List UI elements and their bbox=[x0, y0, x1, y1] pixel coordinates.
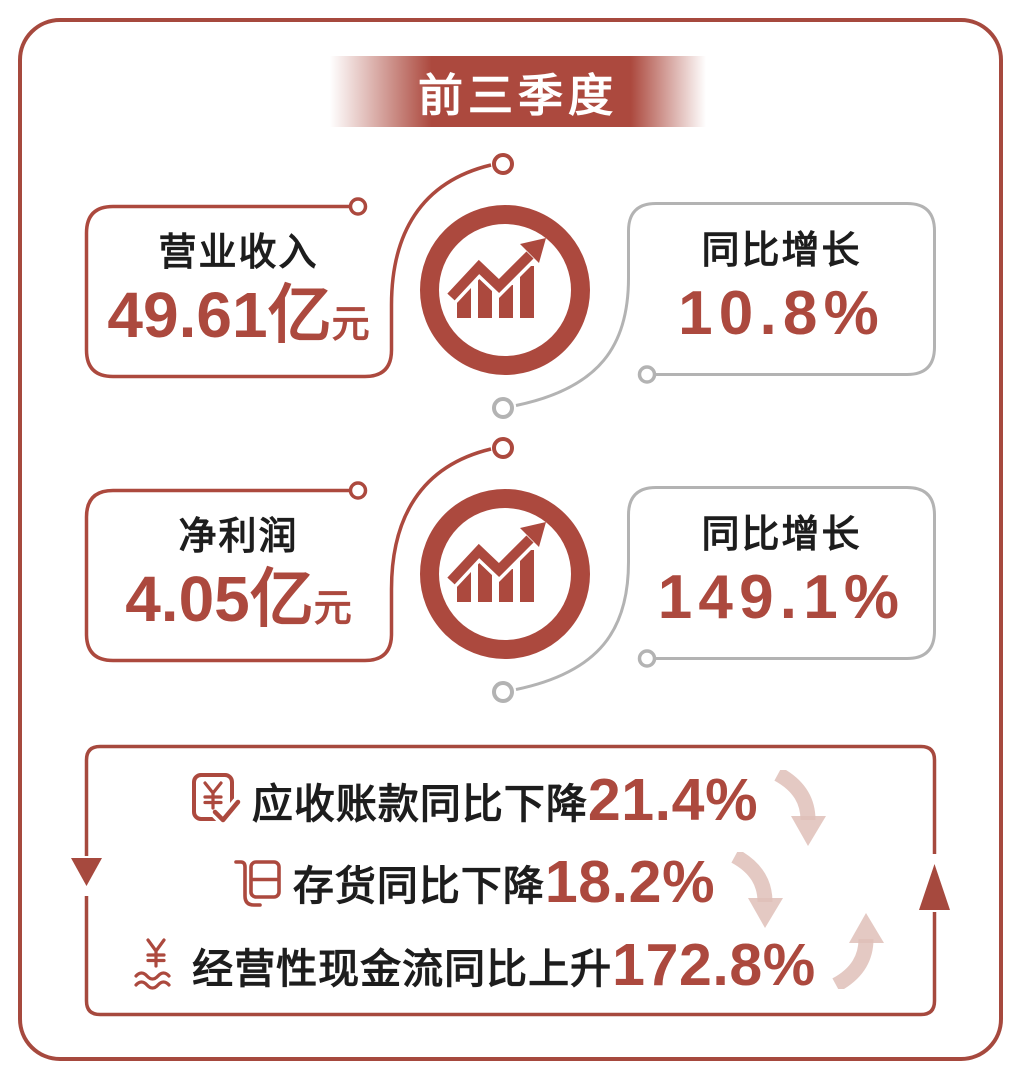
growth-box-outline-gray bbox=[515, 486, 936, 691]
invoice-yuan-icon bbox=[191, 773, 242, 828]
panel-border-bottom bbox=[84, 896, 937, 1017]
panel-border-top bbox=[84, 744, 937, 856]
growth-label: 同比增长 bbox=[701, 230, 862, 273]
connector-dot-icon bbox=[492, 153, 514, 175]
cashflow-yuan-icon bbox=[134, 938, 171, 990]
kpi-row-receivables: 应收账款同比下降 21.4% bbox=[95, 760, 925, 846]
row-connector-graphics bbox=[84, 153, 936, 419]
kpi-value: 172.8% bbox=[612, 932, 816, 998]
connector-dot-icon bbox=[492, 681, 514, 703]
kpi-text: 应收账款同比下降 bbox=[251, 781, 588, 827]
metric-value-number: 49.61亿 bbox=[107, 279, 332, 352]
metric-value-number: 4.05亿 bbox=[125, 563, 314, 636]
bottom-panel-outline bbox=[71, 744, 950, 1017]
kpi-row-cashflow: 经营性现金流同比上升 172.8% bbox=[95, 913, 925, 1006]
bar-chart-up-icon bbox=[444, 238, 546, 318]
connector-dot-icon bbox=[492, 397, 514, 419]
metric-value-unit: 元 bbox=[331, 304, 370, 347]
connector-dot-icon bbox=[637, 365, 657, 384]
row-connector-graphics bbox=[84, 437, 936, 703]
growth-value: 10.8% bbox=[678, 278, 885, 348]
kpi-value: 18.2% bbox=[544, 849, 716, 915]
metric-label: 净利润 bbox=[178, 516, 299, 559]
metric-box: 净利润 4.05亿元 bbox=[85, 489, 392, 662]
page-title: 前三季度 bbox=[417, 70, 618, 121]
metric-value: 4.05亿元 bbox=[125, 564, 352, 634]
bar-chart-up-icon bbox=[444, 522, 546, 602]
metric-value: 49.61亿元 bbox=[107, 280, 369, 350]
metric-box-outline-red bbox=[84, 447, 492, 663]
inventory-trolley-icon bbox=[234, 860, 281, 907]
metric-box: 营业收入 49.61亿元 bbox=[85, 205, 392, 378]
metric-row-profit: 净利润 4.05亿元 同比增长 149.1% bbox=[0, 424, 1025, 714]
kpi-text: 存货同比下降 bbox=[292, 863, 545, 909]
title-banner: 前三季度 bbox=[330, 56, 706, 127]
kpi-value: 21.4% bbox=[587, 767, 759, 833]
kpi-text: 经营性现金流同比上升 bbox=[192, 946, 613, 992]
growth-box: 同比增长 149.1% bbox=[628, 487, 935, 659]
connector-dot-icon bbox=[492, 437, 514, 459]
faint-down-arrow-icon bbox=[731, 852, 784, 928]
metric-row-revenue: 营业收入 49.61亿元 同比增长 10.8% bbox=[0, 140, 1025, 430]
outer-frame bbox=[18, 18, 1003, 1061]
growth-value: 149.1% bbox=[657, 562, 906, 632]
faint-down-arrow-icon bbox=[774, 770, 827, 846]
faint-up-arrow-icon bbox=[831, 913, 884, 989]
metric-box-outline-red bbox=[84, 163, 492, 379]
connector-dot-icon bbox=[348, 197, 368, 216]
kpi-row-inventory: 存货同比下降 18.2% bbox=[95, 843, 925, 928]
growth-box: 同比增长 10.8% bbox=[628, 203, 935, 375]
metric-value-unit: 元 bbox=[313, 588, 352, 631]
connector-dot-icon bbox=[637, 649, 657, 668]
connector-dot-icon bbox=[348, 481, 368, 500]
down-arrow-icon bbox=[71, 858, 102, 886]
growth-label: 同比增长 bbox=[701, 514, 862, 557]
metric-label: 营业收入 bbox=[158, 232, 319, 275]
growth-box-outline-gray bbox=[515, 202, 936, 407]
up-arrow-icon bbox=[919, 864, 950, 910]
